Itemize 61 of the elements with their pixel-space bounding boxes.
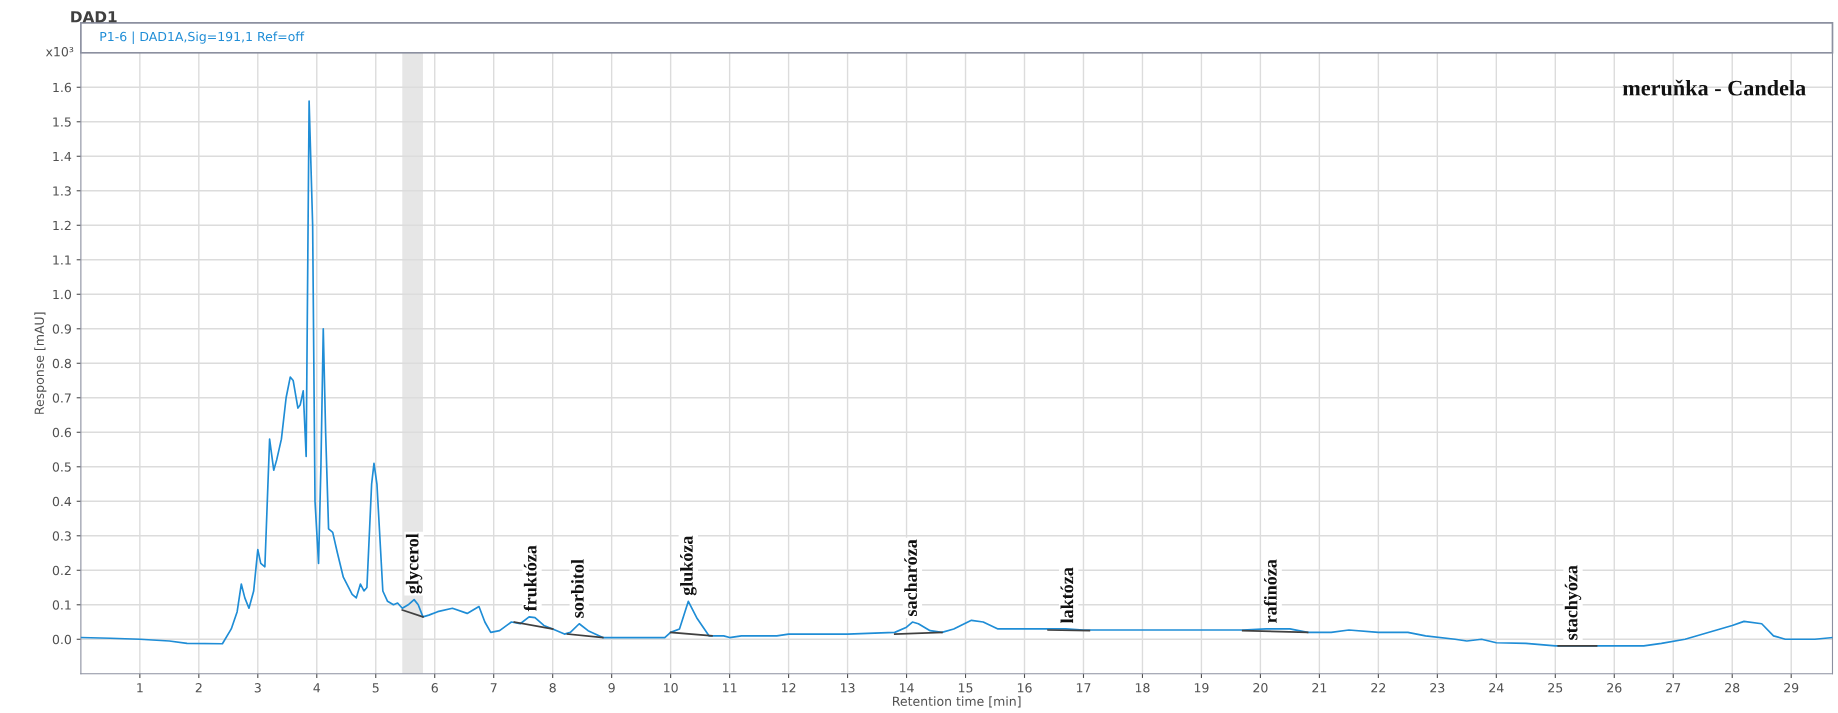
- x-tick-label: 19: [1194, 683, 1209, 693]
- chart-subtitle: P1-6 | DAD1A,Sig=191,1 Ref=off: [100, 31, 305, 45]
- x-tick-label: 12: [782, 683, 796, 693]
- x-tick-label: 9: [608, 683, 615, 693]
- x-tick-label: 2: [195, 683, 202, 693]
- x-tick-label: 25: [1548, 683, 1563, 693]
- y-tick-label: 0.8: [52, 358, 71, 369]
- x-axis-title: Retention time [min]: [893, 696, 1021, 708]
- annotation: fruktóza: [523, 545, 537, 612]
- x-tick-label: 17: [1076, 683, 1091, 693]
- y-tick-label: 1.0: [53, 289, 72, 300]
- y-tick-label: 0.7: [52, 393, 71, 403]
- y-tick-label: 0.0: [52, 634, 72, 645]
- y-axis-title: Response [mAU]: [34, 312, 47, 414]
- x-tick-label: 15: [958, 683, 973, 693]
- annotation: meruňka - Candela: [1622, 79, 1806, 96]
- x-tick-label: 4: [313, 683, 321, 693]
- y-tick-label: 0.4: [52, 496, 72, 507]
- y-tick-label: 0.9: [52, 324, 71, 334]
- annotation: glycerol: [405, 533, 423, 594]
- x-tick-label: 11: [723, 683, 737, 693]
- y-tick-label: 0.3: [52, 531, 71, 541]
- x-tick-label: 8: [549, 683, 556, 693]
- x-tick-label: 10: [664, 683, 678, 693]
- annotation: sorbitol: [571, 559, 584, 618]
- chart-title: DAD1: [71, 11, 117, 23]
- y-tick-label: 1.6: [53, 82, 72, 93]
- y-tick-label: 1.2: [53, 220, 71, 231]
- y-tick-label: 1.4: [53, 151, 72, 162]
- annotation: sacharóza: [904, 539, 917, 616]
- x-tick-label: 18: [1135, 683, 1150, 693]
- x-tick-label: 20: [1253, 683, 1268, 693]
- y-tick-label: 0.1: [52, 600, 71, 610]
- x-tick-label: 3: [254, 683, 261, 693]
- y-tick-label: 0.2: [52, 565, 71, 576]
- y-tick-label: 0.5: [52, 462, 71, 472]
- x-tick-label: 14: [899, 683, 914, 693]
- x-tick-label: 7: [490, 683, 497, 693]
- x-tick-label: 29: [1784, 683, 1799, 693]
- y-tick-label: 1.3: [53, 186, 71, 196]
- x-tick-label: 24: [1489, 683, 1504, 693]
- x-tick-label: 23: [1430, 683, 1445, 693]
- x-tick-label: 22: [1371, 683, 1386, 693]
- x-tick-label: 5: [372, 683, 379, 693]
- x-tick-label: 6: [431, 683, 438, 693]
- x-tick-label: 13: [840, 683, 855, 693]
- annotation: stachyóza: [1564, 565, 1582, 640]
- annotation: laktóza: [1060, 567, 1074, 624]
- x-tick-label: 16: [1017, 683, 1032, 693]
- x-tick-label: 21: [1312, 683, 1327, 693]
- y-tick-label: 1.1: [53, 255, 71, 265]
- x-tick-label: 28: [1725, 683, 1740, 693]
- x-tick-label: 1: [137, 683, 143, 693]
- annotation: glukóza: [680, 535, 697, 596]
- y-tick-label: 0.6: [52, 427, 72, 438]
- line-series: [80, 100, 1833, 647]
- x-tick-label: 27: [1666, 683, 1681, 693]
- x-tick-label: 26: [1607, 683, 1622, 693]
- annotation: rafinóza: [1263, 559, 1277, 623]
- y-tick-label: 1.5: [53, 117, 71, 127]
- text: x10³: [45, 46, 74, 57]
